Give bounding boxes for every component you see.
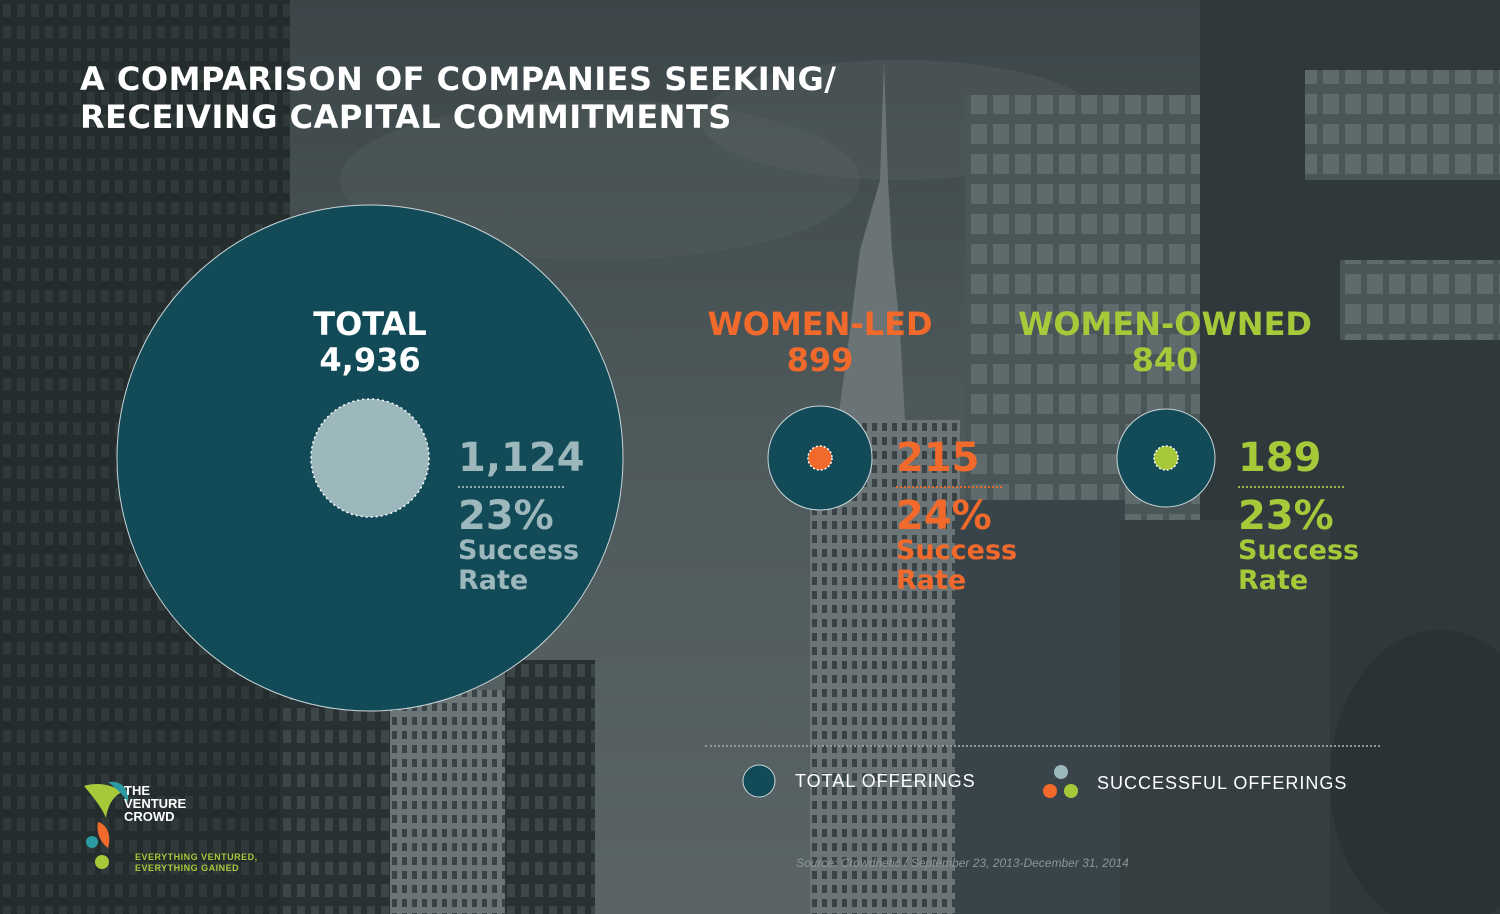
women-led-rate-caption-1: Success — [896, 535, 1018, 566]
women-led-group-name: WOMEN-LED — [707, 305, 933, 343]
logo-tagline-1: EVERYTHING VENTURED, — [135, 852, 258, 862]
logo-tagline: EVERYTHING VENTURED, EVERYTHING GAINED — [135, 852, 258, 874]
total-group-name: TOTAL — [313, 305, 427, 343]
women-led-stat-divider — [896, 486, 1002, 488]
chart-title-line1: A COMPARISON OF COMPANIES SEEKING/ — [80, 60, 837, 98]
legend: TOTAL OFFERINGS SUCCESSFUL OFFERINGS — [705, 745, 1380, 817]
women-owned-successful-bubble — [1153, 445, 1179, 471]
women-owned-success-rate: 23% — [1238, 493, 1334, 539]
logo-line3: CROWD — [124, 809, 175, 824]
total-stat: 1,124 23% Success Rate — [458, 436, 588, 596]
legend-total-swatch — [742, 764, 776, 798]
women-led-rate-caption-2: Rate — [896, 565, 967, 596]
logo-line1: THE — [124, 783, 150, 798]
women-owned-stat-divider — [1238, 486, 1344, 488]
legend-item-successful: SUCCESSFUL OFFERINGS — [1039, 763, 1347, 803]
women-led-successful-bubble — [807, 445, 833, 471]
total-rate-caption-1: Success — [458, 535, 580, 566]
chart-title-line2: RECEIVING CAPITAL COMMITMENTS — [80, 98, 732, 136]
total-stat-divider — [458, 486, 564, 488]
total-rate-caption-2: Rate — [458, 565, 529, 596]
chart-title: A COMPARISON OF COMPANIES SEEKING/ RECEI… — [80, 60, 880, 136]
women-led-stat: 215 24% Success Rate — [896, 436, 1026, 596]
women-owned-stat: 189 23% Success Rate — [1238, 436, 1368, 596]
logo-mark-icon — [84, 781, 129, 869]
legend-successful-label: SUCCESSFUL OFFERINGS — [1097, 772, 1348, 793]
legend-total-label: TOTAL OFFERINGS — [795, 770, 976, 791]
total-successful-count: 1,124 — [458, 435, 585, 481]
logo-wordmark: THE VENTURE CROWD — [124, 784, 186, 823]
source-note: Source: Crowdnetic / September 23, 2013-… — [796, 856, 1129, 870]
women-owned-rate-caption-1: Success — [1238, 535, 1360, 566]
venture-crowd-logo: THE VENTURE CROWD EVERYTHING VENTURED, E… — [78, 778, 278, 878]
women-owned-group-label: WOMEN-OWNED 840 — [1000, 306, 1330, 378]
logo-tagline-2: EVERYTHING GAINED — [135, 863, 240, 873]
legend-item-total: TOTAL OFFERINGS — [741, 763, 976, 799]
total-group-count: 4,936 — [319, 341, 421, 379]
women-led-success-rate: 24% — [896, 493, 992, 539]
total-group-label: TOTAL 4,936 — [270, 306, 470, 378]
women-led-successful-count: 215 — [896, 435, 980, 481]
total-successful-bubble — [310, 398, 430, 518]
women-owned-group-name: WOMEN-OWNED — [1018, 305, 1312, 343]
women-owned-rate-caption-2: Rate — [1238, 565, 1309, 596]
women-led-group-label: WOMEN-LED 899 — [690, 306, 950, 378]
women-owned-group-count: 840 — [1131, 341, 1199, 379]
logo-line2: VENTURE — [124, 796, 187, 811]
women-owned-successful-count: 189 — [1238, 435, 1322, 481]
women-led-group-count: 899 — [786, 341, 854, 379]
legend-successful-swatch — [1043, 765, 1078, 798]
total-success-rate: 23% — [458, 493, 554, 539]
